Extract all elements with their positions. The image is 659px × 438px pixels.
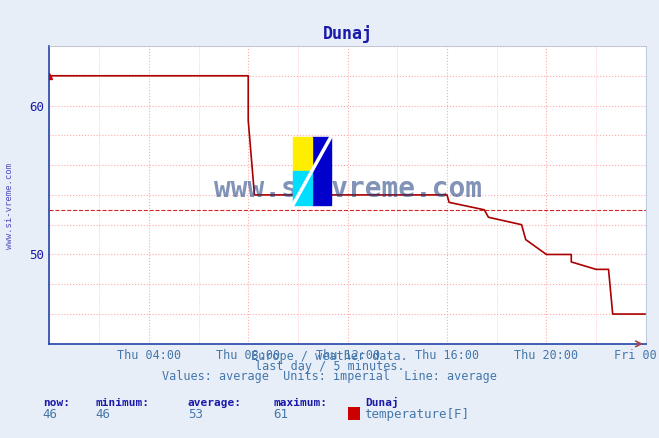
Text: 46: 46	[43, 408, 58, 421]
Text: www.si-vreme.com: www.si-vreme.com	[5, 163, 14, 249]
Text: temperature[F]: temperature[F]	[364, 408, 469, 421]
Text: now:: now:	[43, 399, 70, 409]
Text: last day / 5 minutes.: last day / 5 minutes.	[254, 360, 405, 373]
Text: maximum:: maximum:	[273, 399, 328, 409]
Text: minimum:: minimum:	[96, 399, 150, 409]
Text: average:: average:	[188, 399, 242, 409]
Text: Europe / weather data.: Europe / weather data.	[251, 350, 408, 363]
Text: Dunaj: Dunaj	[366, 397, 399, 409]
Text: 61: 61	[273, 408, 289, 421]
Text: 53: 53	[188, 408, 203, 421]
Bar	[312, 137, 331, 205]
Bar	[293, 137, 312, 171]
Text: Values: average  Units: imperial  Line: average: Values: average Units: imperial Line: av…	[162, 370, 497, 383]
Text: 46: 46	[96, 408, 111, 421]
Bar	[293, 171, 312, 205]
Title: Dunaj: Dunaj	[323, 25, 372, 43]
Text: www.si-vreme.com: www.si-vreme.com	[214, 175, 482, 203]
